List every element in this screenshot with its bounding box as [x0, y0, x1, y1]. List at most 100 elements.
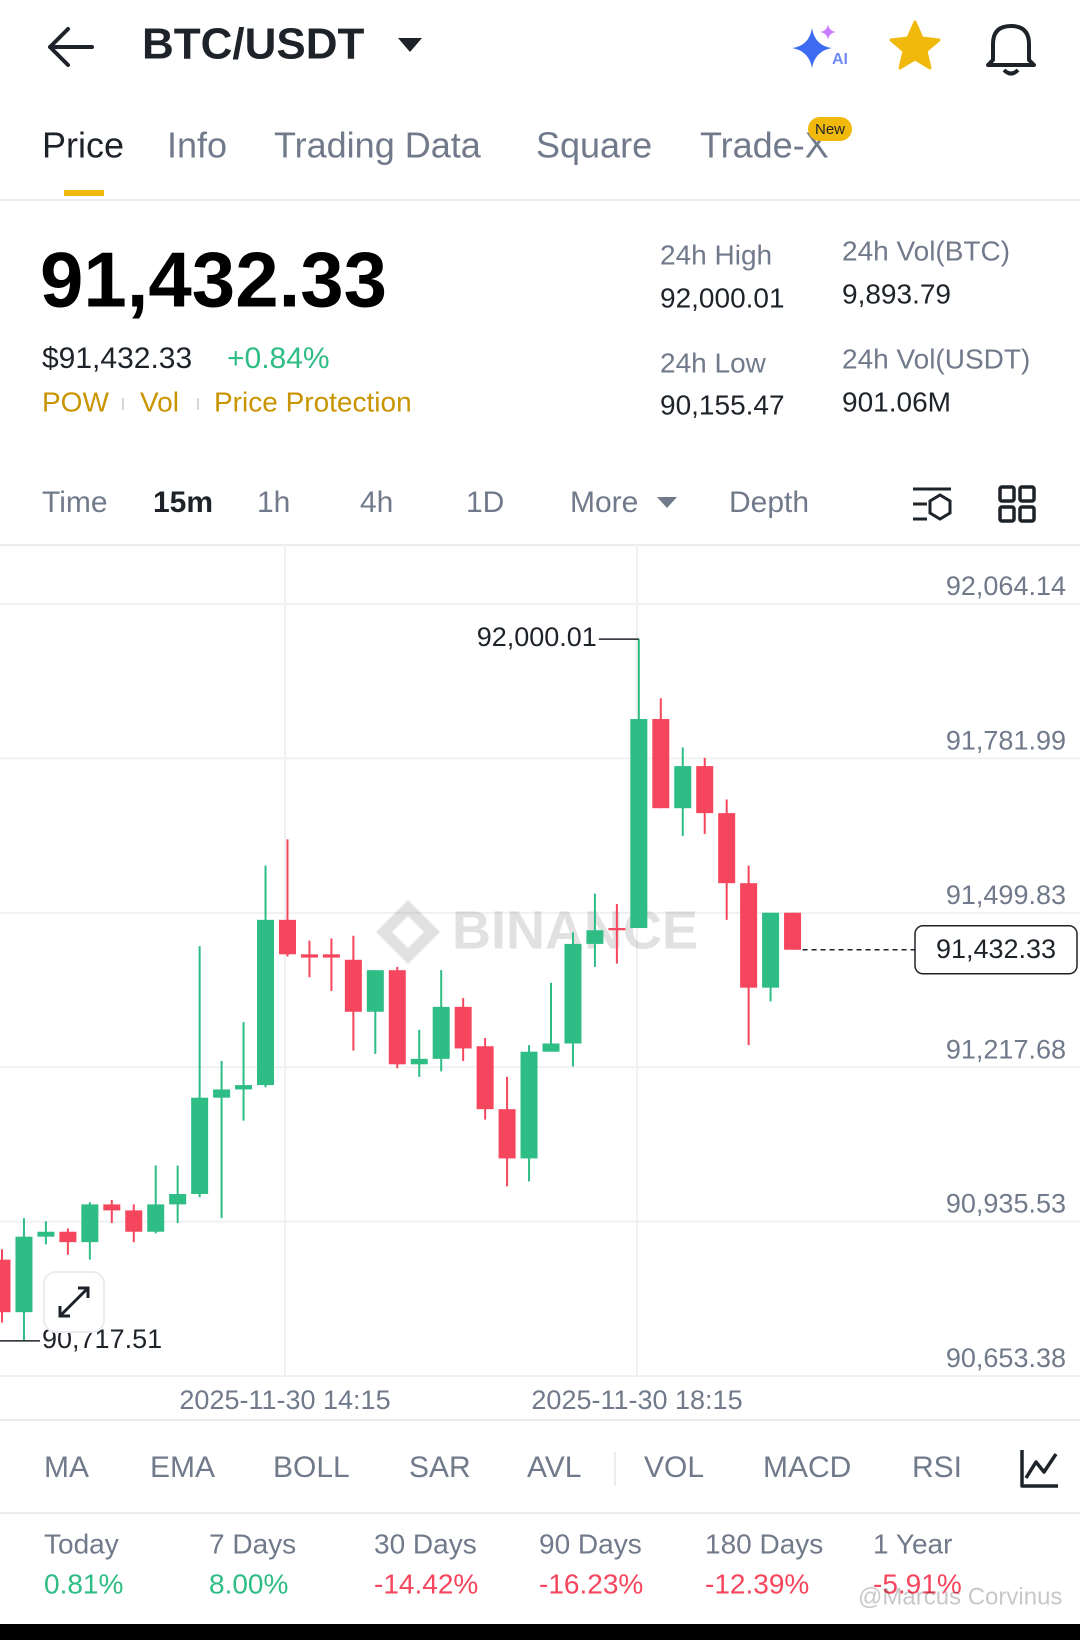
- candle-body: [125, 1210, 143, 1232]
- favorite-star[interactable]: [889, 20, 941, 70]
- candle-body: [784, 912, 802, 950]
- interval[interactable]: 1D: [466, 486, 504, 519]
- usd-price: $91,432.33: [42, 342, 192, 375]
- indicator[interactable]: EMA: [150, 1451, 215, 1484]
- interval[interactable]: 1h: [257, 486, 290, 519]
- stat-label: 24h Low: [660, 347, 767, 378]
- perf-label: 90 Days: [539, 1528, 642, 1559]
- alert-bell[interactable]: [986, 24, 1036, 76]
- new-badge: New: [815, 121, 845, 138]
- candle-body: [59, 1231, 77, 1243]
- indicator[interactable]: MACD: [763, 1451, 851, 1484]
- candle-body: [213, 1089, 231, 1098]
- stat-value: 92,000.01: [660, 282, 785, 313]
- candle-body: [169, 1193, 187, 1205]
- candle-body: [0, 1259, 11, 1313]
- candlestick-chart: 92,064.14 91,781.99 91,499.83 91,217.68 90,9…: [0, 545, 1080, 1415]
- layout-icon[interactable]: [998, 485, 1036, 523]
- last-price: 91,432.33: [40, 236, 387, 324]
- ai-sparkle: [792, 28, 832, 68]
- y-tick-label: 91,781.99: [946, 726, 1066, 756]
- candle-body: [740, 883, 758, 988]
- indicator[interactable]: AVL: [527, 1451, 581, 1484]
- candle-body: [366, 970, 384, 1012]
- candle-body: [674, 766, 692, 809]
- tab[interactable]: Square: [536, 125, 652, 166]
- stat-value: 901.06M: [842, 386, 951, 417]
- candle-body: [652, 719, 670, 809]
- price-change: +0.84%: [227, 342, 330, 375]
- perf-label: 30 Days: [374, 1528, 477, 1559]
- y-tick-label: 92,064.14: [946, 571, 1066, 601]
- indicator[interactable]: BOLL: [273, 1451, 350, 1484]
- stat-label: 24h Vol(BTC): [842, 235, 1010, 266]
- perf-label: 7 Days: [209, 1528, 296, 1559]
- candle-body: [81, 1204, 99, 1243]
- icon-cell: [1018, 485, 1036, 503]
- icon-lines: [913, 487, 951, 521]
- candle-body: [608, 928, 626, 931]
- tag[interactable]: Vol: [140, 386, 179, 417]
- perf-label: 180 Days: [705, 1528, 823, 1559]
- ai-button[interactable]: AI: [792, 24, 848, 68]
- pair-dropdown[interactable]: [398, 38, 422, 52]
- tag[interactable]: POW: [42, 386, 109, 417]
- watermark: BINANCE: [376, 900, 698, 964]
- candle-body: [322, 954, 340, 958]
- performance-row: Today 0.81% 7 Days 8.00% 30 Days -14.42% 90 Da…: [44, 1528, 962, 1599]
- candle-body: [410, 1058, 428, 1065]
- interval[interactable]: 15m: [153, 486, 213, 519]
- stat-label: 24h Vol(USDT): [842, 343, 1030, 374]
- pair-title[interactable]: BTC/USDT: [142, 20, 365, 69]
- new-badge-bg: [808, 117, 852, 141]
- y-tick-label: 91,499.83: [946, 880, 1066, 910]
- icon-cell: [998, 485, 1016, 503]
- indicator[interactable]: RSI: [912, 1451, 962, 1484]
- indicator[interactable]: MA: [44, 1451, 89, 1484]
- perf-value: -12.39%: [705, 1568, 809, 1599]
- indicator-settings[interactable]: [1020, 1450, 1058, 1488]
- tab[interactable]: Price: [42, 125, 124, 166]
- expand-button[interactable]: [43, 1271, 105, 1333]
- tab[interactable]: Info: [167, 125, 227, 166]
- candle-body: [454, 1006, 472, 1049]
- expand-icon: [58, 1286, 90, 1318]
- candle-body: [476, 1046, 494, 1110]
- system-bar: [0, 1624, 1080, 1640]
- back-button[interactable]: [48, 27, 94, 67]
- candle-body: [300, 954, 318, 958]
- stat-value: 9,893.79: [842, 278, 951, 309]
- footer-watermark: @Marcus Corvinus: [858, 1583, 1062, 1610]
- interval[interactable]: 4h: [360, 486, 393, 519]
- indicator[interactable]: SAR: [409, 1451, 471, 1484]
- candle-body: [344, 959, 362, 1012]
- chart-settings-icon[interactable]: [913, 487, 952, 521]
- y-tick-label: 90,653.38: [946, 1343, 1066, 1373]
- x-tick-label: 2025-11-30 18:15: [531, 1385, 742, 1415]
- candle-body: [15, 1236, 33, 1313]
- tag[interactable]: Price Protection: [214, 386, 412, 417]
- candle-body: [257, 919, 275, 1086]
- perf-value: -5.91%: [873, 1568, 962, 1599]
- tab[interactable]: Trading Data: [274, 125, 482, 166]
- perf-value: -14.42%: [374, 1568, 478, 1599]
- icon-cell: [1018, 505, 1036, 523]
- candle-body: [278, 919, 296, 955]
- stat-label: 24h High: [660, 239, 772, 270]
- indicator[interactable]: VOL: [644, 1451, 704, 1484]
- candle-body: [498, 1109, 516, 1159]
- interval[interactable]: Time: [42, 486, 108, 519]
- perf-label: 1 Year: [873, 1528, 952, 1559]
- tab[interactable]: Trade-X: [700, 125, 829, 166]
- candle-body: [147, 1204, 165, 1232]
- candle-body: [103, 1204, 121, 1211]
- candle-body: [586, 930, 604, 944]
- interval[interactable]: More: [570, 486, 638, 519]
- y-tick-label: 91,217.68: [946, 1034, 1066, 1064]
- interval[interactable]: Depth: [729, 486, 809, 519]
- candle-body: [191, 1097, 209, 1194]
- ai-sparkle: [820, 24, 836, 40]
- more-dropdown[interactable]: [657, 497, 677, 508]
- candle-body: [696, 766, 714, 814]
- max-annotation: 92,000.01: [477, 622, 597, 652]
